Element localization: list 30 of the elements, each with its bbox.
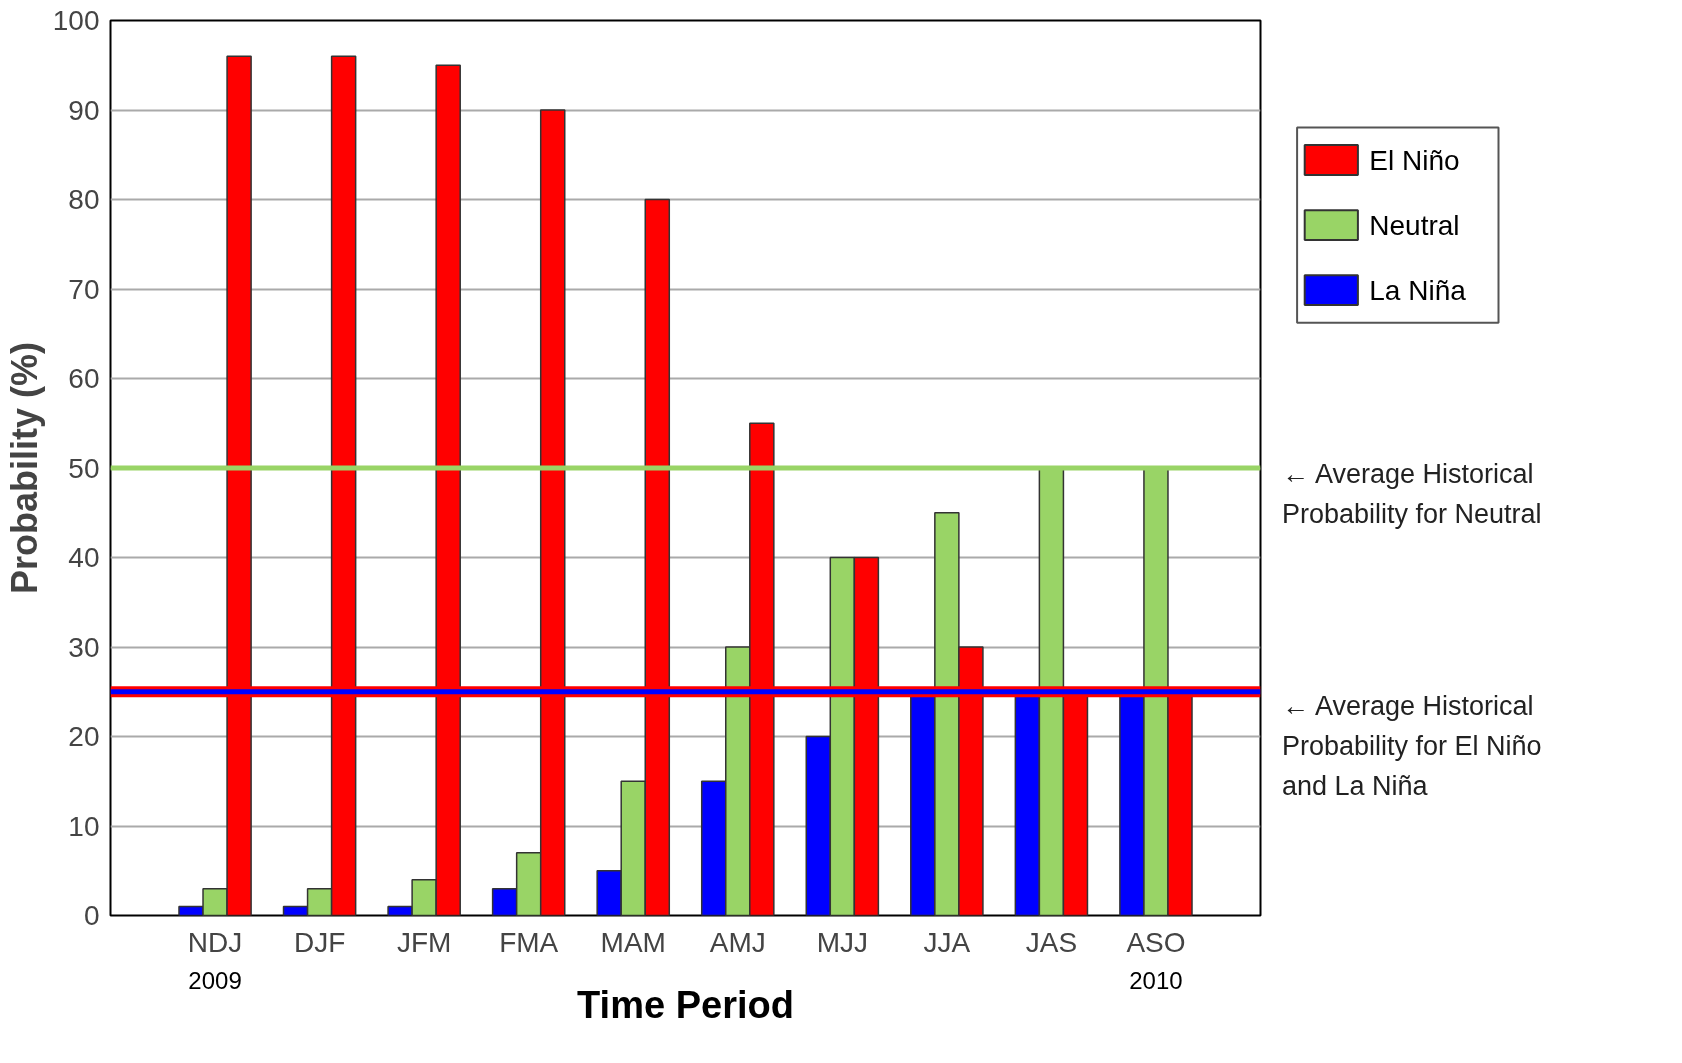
text: 2009 bbox=[188, 967, 242, 994]
legend-label: Neutral bbox=[1369, 209, 1460, 241]
x-tick-label: MJJ bbox=[816, 926, 868, 958]
y-tick-label: 80 bbox=[68, 184, 100, 215]
x-tick-label: MAM bbox=[600, 926, 666, 958]
x-tick-label: JAS bbox=[1025, 926, 1078, 958]
x-tick-label: AMJ bbox=[709, 926, 766, 958]
x-axis-title: Time Period bbox=[577, 983, 794, 1026]
x-tick-label: FMA bbox=[499, 926, 559, 958]
y-tick-label: 60 bbox=[68, 363, 100, 394]
legend-label: La Niña bbox=[1369, 274, 1467, 306]
x-tick-label: JFM bbox=[396, 926, 452, 958]
y-tick-label: 90 bbox=[68, 94, 100, 126]
x-tick-label: NDJ bbox=[187, 926, 243, 958]
legend-label: El Niño bbox=[1369, 144, 1460, 176]
y-tick-label: 0 bbox=[83, 900, 100, 931]
x-tick-label: DJF bbox=[293, 926, 346, 958]
y-tick-label: 40 bbox=[68, 542, 100, 573]
x-tick-label: ASO bbox=[1126, 926, 1186, 958]
y-tick-label: 30 bbox=[68, 631, 100, 663]
x-tick-label: JJA bbox=[923, 926, 971, 958]
y-axis-title: Probability (%) bbox=[3, 341, 45, 595]
ref-line-label: ← Average Historical Probability for El Niño and La Niña bbox=[1281, 691, 1542, 801]
y-tick-label: 20 bbox=[68, 721, 100, 752]
ref-line-label: ← Average Historical Probability for Neutral bbox=[1281, 458, 1542, 529]
text: 2010 bbox=[1129, 967, 1183, 994]
y-tick-label: 10 bbox=[68, 810, 100, 842]
y-tick-label: 100 bbox=[52, 5, 100, 36]
y-tick-label: 50 bbox=[68, 452, 100, 484]
y-tick-label: 70 bbox=[68, 273, 100, 305]
